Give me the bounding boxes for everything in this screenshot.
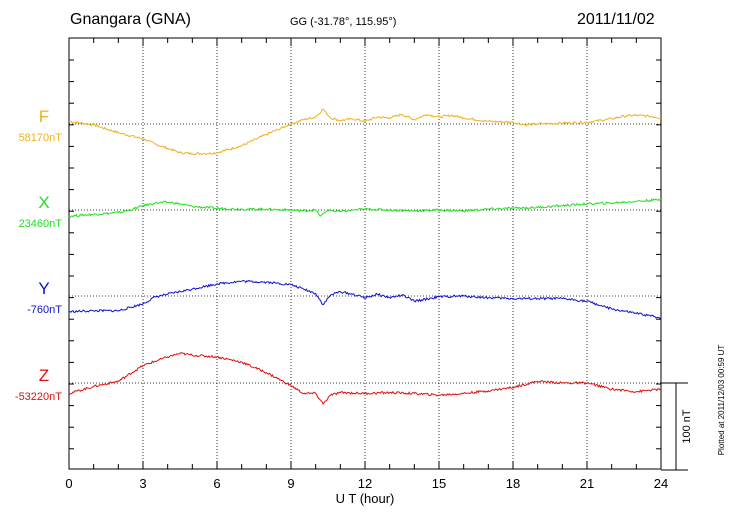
component-label-y: Y (38, 279, 49, 298)
station-coordinates: GG (-31.78°, 115.95°) (290, 16, 397, 28)
x-axis-label: U T (hour) (336, 491, 395, 506)
x-tick-label: 18 (506, 476, 520, 491)
scale-bar-label: 100 nT (681, 409, 693, 444)
x-tick-label: 6 (213, 476, 220, 491)
series-line-z (68, 352, 662, 405)
baseline-value-y: -760nT (27, 304, 62, 316)
baseline-value-x: 23460nT (19, 218, 63, 230)
x-tick-label: 21 (580, 476, 594, 491)
plot-date: 2011/11/02 (577, 11, 655, 28)
component-label-f: F (39, 107, 49, 126)
series-line-x (68, 198, 662, 218)
station-title: Gnangara (GNA) (70, 11, 191, 28)
x-tick-label: 24 (654, 476, 668, 491)
component-label-z: Z (39, 366, 49, 385)
series-line-f (68, 108, 662, 156)
x-tick-label: 0 (65, 476, 72, 491)
baseline-value-z: -53220nT (15, 391, 62, 403)
x-tick-label: 15 (432, 476, 446, 491)
baseline-value-f: 58170nT (19, 132, 63, 144)
component-label-x: X (38, 193, 49, 212)
x-tick-label: 9 (287, 476, 294, 491)
series-line-y (68, 279, 662, 320)
x-tick-label: 3 (139, 476, 146, 491)
x-tick-label: 12 (358, 476, 372, 491)
plotted-at-note: Plotted at 2011/12/03 00:59 UT (717, 345, 726, 456)
